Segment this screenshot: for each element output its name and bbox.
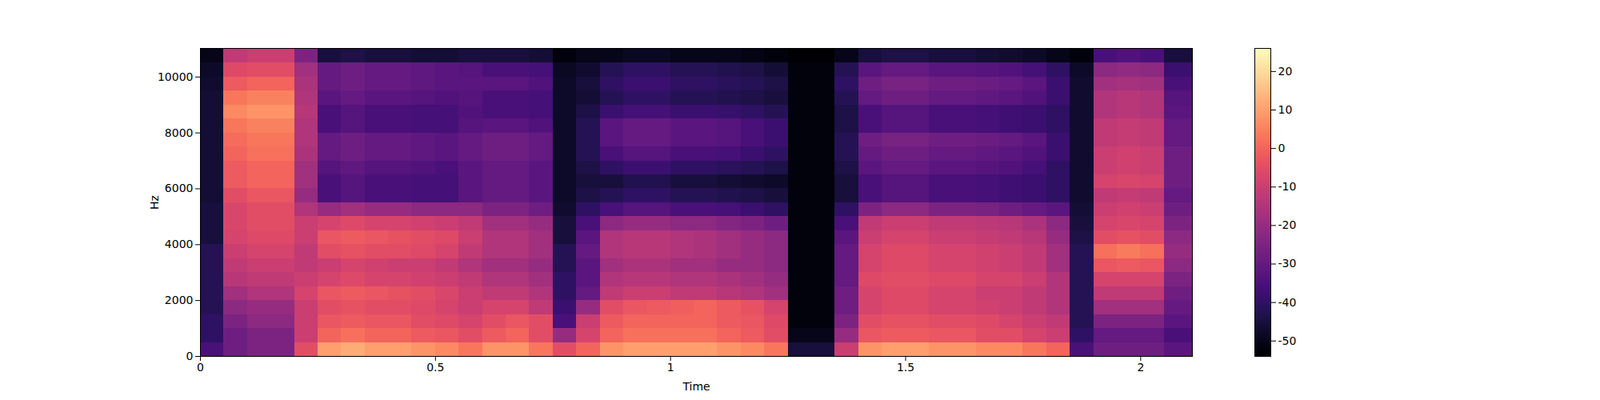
svg-text:1.5: 1.5 [896, 360, 915, 374]
svg-text:2: 2 [1136, 360, 1144, 374]
svg-text:1: 1 [667, 360, 675, 374]
svg-text:0.5: 0.5 [426, 360, 444, 374]
svg-text:20: 20 [1278, 64, 1293, 78]
svg-text:-50: -50 [1278, 334, 1297, 348]
svg-text:-10: -10 [1278, 180, 1297, 193]
svg-text:0: 0 [186, 349, 194, 363]
svg-text:Time: Time [681, 380, 710, 393]
svg-text:4000: 4000 [164, 237, 194, 251]
svg-text:10000: 10000 [157, 70, 194, 84]
svg-text:10: 10 [1278, 103, 1293, 116]
svg-text:6000: 6000 [164, 181, 194, 195]
svg-text:2000: 2000 [164, 293, 194, 307]
svg-text:-20: -20 [1278, 218, 1297, 232]
svg-text:8000: 8000 [164, 126, 194, 140]
svg-text:Hz: Hz [148, 195, 161, 210]
svg-text:0: 0 [196, 360, 204, 374]
svg-text:0: 0 [1278, 141, 1286, 155]
svg-text:-30: -30 [1278, 256, 1297, 270]
svg-text:-40: -40 [1278, 296, 1297, 309]
